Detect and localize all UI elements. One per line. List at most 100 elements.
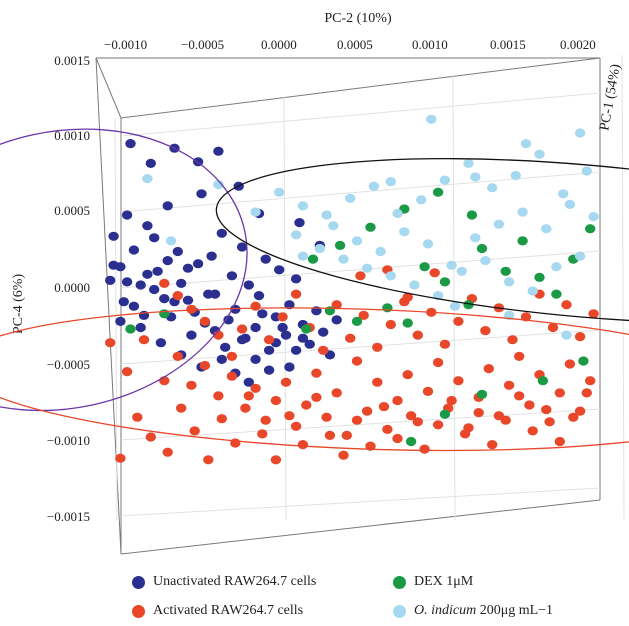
point-series-1-40 xyxy=(503,380,515,390)
point-series-1-86 xyxy=(378,402,390,412)
point-series-1-25 xyxy=(351,356,363,366)
point-series-1-67 xyxy=(115,453,126,463)
point-series-0-53 xyxy=(253,291,265,301)
grid-lines xyxy=(114,55,625,521)
point-series-1-95 xyxy=(500,415,511,425)
point-series-0-93 xyxy=(108,260,119,270)
point-series-1-75 xyxy=(230,438,241,448)
point-series-2-10 xyxy=(301,324,312,334)
point-series-1-96 xyxy=(514,391,525,401)
point-series-3-9 xyxy=(487,183,498,193)
point-series-3-36 xyxy=(361,263,373,273)
legend-item-dex: DEX 1μM xyxy=(393,572,473,592)
y-tick-label-4: −0.0005 xyxy=(47,357,90,372)
point-series-1-129 xyxy=(561,300,572,310)
point-series-2-22 xyxy=(551,289,562,299)
point-series-0-43 xyxy=(206,251,217,261)
point-series-2-53 xyxy=(439,409,451,419)
point-series-0-33 xyxy=(159,294,170,304)
point-series-1-112 xyxy=(331,300,342,310)
legend-dot-unactivated xyxy=(132,575,145,589)
point-series-0-30 xyxy=(142,221,153,231)
point-series-1-113 xyxy=(345,333,356,343)
point-series-3-2 xyxy=(321,210,332,220)
point-series-1-144 xyxy=(429,268,440,278)
point-series-3-34 xyxy=(314,243,325,254)
data-points xyxy=(105,114,599,465)
point-series-1-6 xyxy=(121,367,133,377)
point-series-1-84 xyxy=(351,415,363,425)
point-series-1-99 xyxy=(554,436,565,447)
point-series-1-105 xyxy=(236,324,248,334)
x-tick-label-2: 0.0000 xyxy=(261,37,297,52)
point-series-0-37 xyxy=(176,278,187,288)
point-series-1-80 xyxy=(297,440,309,450)
point-series-1-92 xyxy=(459,429,471,439)
point-series-1-111 xyxy=(318,345,329,355)
point-series-2-59 xyxy=(334,240,346,250)
point-series-0-96 xyxy=(128,301,140,311)
x-tick-label-0: −0.0010 xyxy=(104,37,147,52)
point-series-1-12 xyxy=(213,391,224,401)
point-series-1-106 xyxy=(250,301,261,311)
point-series-0-47 xyxy=(226,271,238,281)
point-series-0-115 xyxy=(257,309,268,319)
point-series-2-21 xyxy=(534,272,545,282)
point-series-1-72 xyxy=(189,426,200,436)
point-series-1-76 xyxy=(243,391,254,401)
point-series-1-130 xyxy=(574,332,586,342)
point-series-3-91 xyxy=(165,236,177,246)
point-series-3-68 xyxy=(588,212,599,222)
point-series-2-50 xyxy=(578,356,589,366)
point-series-0-119 xyxy=(284,362,295,372)
box-frame xyxy=(95,57,601,555)
point-series-3-7 xyxy=(439,175,451,185)
point-series-0-49 xyxy=(236,242,248,252)
point-series-1-20 xyxy=(301,400,312,410)
point-series-1-73 xyxy=(203,455,214,465)
point-series-2-20 xyxy=(517,236,528,246)
point-series-1-128 xyxy=(547,322,559,333)
grid-line-y-5 xyxy=(120,408,601,441)
point-series-1-18 xyxy=(280,377,292,387)
point-series-3-10 xyxy=(510,170,521,181)
point-series-0-57 xyxy=(274,265,285,275)
group-ellipse-0 xyxy=(0,128,248,412)
point-series-1-44 xyxy=(544,417,555,427)
frame-bottom xyxy=(120,499,601,555)
legend-label-dex: DEX 1μM xyxy=(414,574,474,589)
point-series-3-94 xyxy=(297,251,309,261)
point-series-0-45 xyxy=(216,228,227,238)
point-series-0-23 xyxy=(108,231,119,241)
point-series-1-79 xyxy=(284,411,295,421)
point-series-1-88 xyxy=(405,411,417,421)
y-tick-label-3: 0.0000 xyxy=(54,280,90,295)
point-series-1-71 xyxy=(176,403,187,413)
point-series-3-100 xyxy=(574,128,586,138)
point-series-1-13 xyxy=(226,371,238,381)
point-series-0-60 xyxy=(290,274,302,284)
point-series-0-26 xyxy=(121,210,133,220)
point-series-0-34 xyxy=(162,201,173,211)
point-series-1-48 xyxy=(585,376,596,386)
point-series-0-104 xyxy=(182,263,194,273)
point-series-0-109 xyxy=(216,354,227,364)
point-series-2-17 xyxy=(463,300,474,310)
grid-line-y-4 xyxy=(120,329,601,365)
point-series-0-39 xyxy=(186,330,197,340)
point-series-1-15 xyxy=(250,383,261,393)
point-series-1-27 xyxy=(372,377,383,387)
point-series-1-135 xyxy=(226,351,238,361)
point-series-3-6 xyxy=(416,195,427,205)
point-series-1-100 xyxy=(568,412,579,422)
legend-dot-o-indicum xyxy=(393,604,406,618)
point-series-1-120 xyxy=(439,339,451,349)
group-ellipse-1 xyxy=(215,158,629,324)
legend-label-unactivated: Unactivated RAW264.7 cells xyxy=(153,574,317,589)
point-series-3-40 xyxy=(456,266,467,276)
legend-item-activated: Activated RAW264.7 cells xyxy=(132,601,303,621)
point-series-0-58 xyxy=(280,330,292,340)
legend-item-unactivated: Unactivated RAW264.7 cells xyxy=(132,572,316,592)
point-series-3-37 xyxy=(385,271,396,281)
point-series-1-22 xyxy=(321,412,332,422)
